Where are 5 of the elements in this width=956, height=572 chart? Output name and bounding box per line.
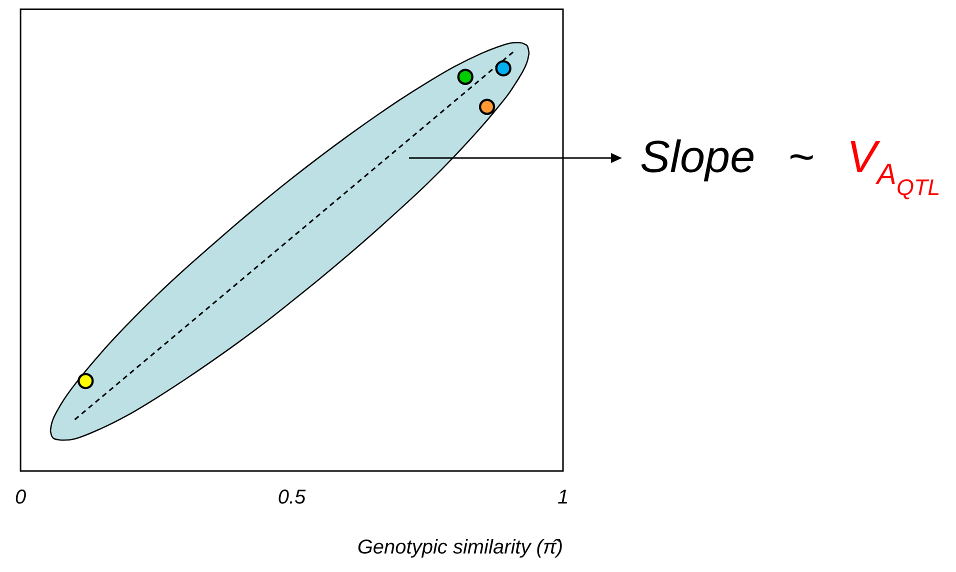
x-tick-label: 0: [15, 486, 26, 509]
x-tick-label: 1: [557, 486, 569, 509]
x-tick-label: 0.5: [278, 486, 307, 509]
x-axis-title: Genotypic similarity (π̂): [357, 536, 563, 559]
text: Slope ~ V$_{AQTL}$: [640, 131, 940, 200]
